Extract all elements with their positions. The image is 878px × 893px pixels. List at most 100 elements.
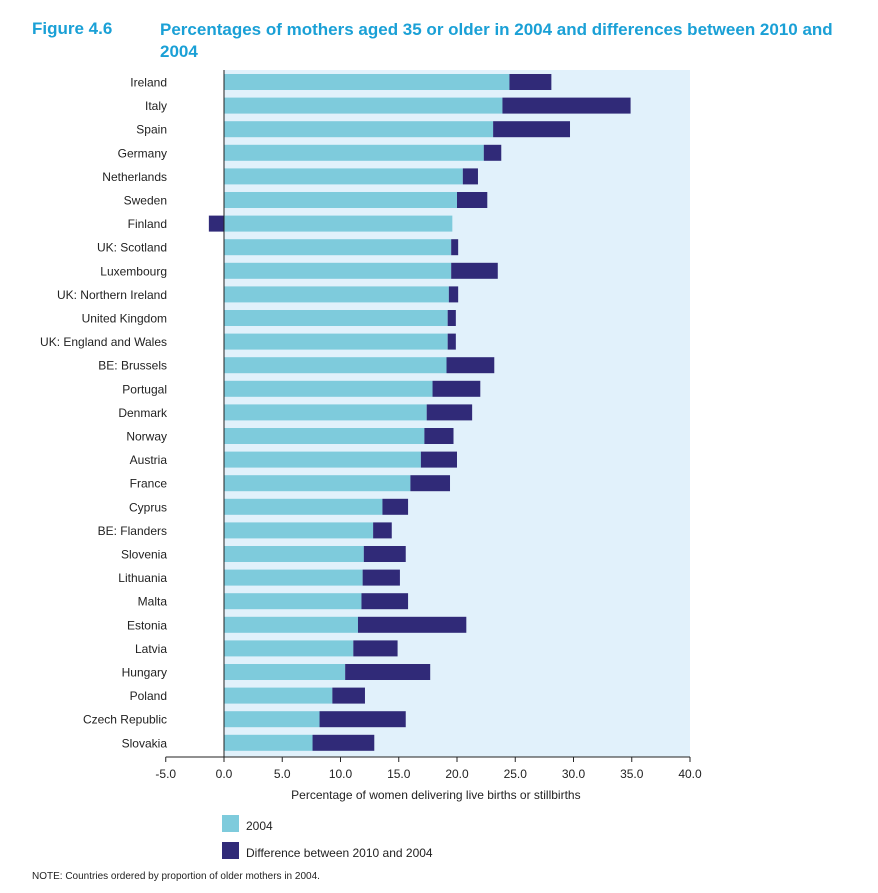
- bar-2004-latvia: [224, 640, 354, 657]
- bar-2004-uk-northern-ireland: [224, 286, 449, 303]
- category-label-estonia: Estonia: [127, 618, 167, 632]
- bar-difference-estonia: [357, 616, 467, 633]
- bar-2004-czech-republic: [224, 711, 320, 728]
- figure-label: Figure 4.6: [32, 19, 113, 38]
- category-label-malta: Malta: [138, 595, 168, 609]
- category-label-uk-northern-ireland: UK: Northern Ireland: [57, 288, 167, 302]
- x-tick-label: 10.0: [329, 767, 353, 781]
- bar-difference-norway: [424, 428, 454, 444]
- bar-difference-sweden: [457, 192, 488, 208]
- x-tick-label: 40.0: [678, 767, 702, 781]
- bar-difference-denmark: [426, 404, 473, 421]
- bar-2004-uk-scotland: [224, 239, 452, 256]
- category-label-lithuania: Lithuania: [118, 571, 167, 585]
- bar-2004-portugal: [224, 380, 433, 397]
- bar-difference-portugal: [432, 380, 481, 397]
- bar-2004-italy: [224, 97, 503, 114]
- category-label-hungary: Hungary: [122, 666, 167, 680]
- bar-difference-czech-republic: [319, 711, 406, 728]
- bar-difference-cyprus: [382, 498, 409, 515]
- bar-2004-norway: [224, 428, 425, 444]
- x-tick-label: 0.0: [216, 767, 233, 781]
- bar-2004-united-kingdom: [224, 310, 448, 326]
- category-label-latvia: Latvia: [135, 642, 167, 656]
- bar-difference-poland: [332, 687, 365, 704]
- category-label-cyprus: Cyprus: [129, 500, 167, 514]
- bar-difference-latvia: [353, 640, 398, 657]
- category-label-uk-england-and-wales: UK: England and Wales: [40, 335, 167, 349]
- category-label-poland: Poland: [130, 689, 167, 703]
- bar-difference-lithuania: [362, 569, 400, 586]
- bar-difference-france: [410, 475, 451, 492]
- bar-2004-germany: [224, 144, 484, 161]
- category-label-czech-republic: Czech Republic: [83, 713, 167, 727]
- bar-difference-slovenia: [363, 546, 406, 562]
- category-label-slovakia: Slovakia: [122, 736, 168, 750]
- bar-difference-luxembourg: [451, 262, 498, 279]
- category-label-netherlands: Netherlands: [102, 170, 167, 184]
- bar-2004-finland: [224, 215, 453, 232]
- bar-difference-uk-scotland: [451, 239, 459, 256]
- category-label-france: France: [130, 477, 168, 491]
- bar-2004-poland: [224, 687, 333, 704]
- bar-difference-finland: [208, 215, 224, 232]
- x-tick-label: 35.0: [620, 767, 644, 781]
- category-label-ireland: Ireland: [130, 76, 167, 90]
- category-label-sweden: Sweden: [124, 194, 167, 208]
- bar-difference-malta: [361, 593, 409, 610]
- bar-2004-malta: [224, 593, 362, 610]
- bar-2004-be-brussels: [224, 357, 447, 374]
- category-label-norway: Norway: [126, 430, 167, 444]
- category-label-portugal: Portugal: [122, 382, 167, 396]
- category-label-finland: Finland: [128, 217, 167, 231]
- bar-difference-uk-northern-ireland: [448, 286, 459, 303]
- category-label-austria: Austria: [130, 453, 168, 467]
- x-axis-title: Percentage of women delivering live birt…: [291, 788, 580, 802]
- category-label-germany: Germany: [118, 146, 167, 160]
- x-tick-label: 25.0: [504, 767, 528, 781]
- bar-2004-denmark: [224, 404, 427, 421]
- category-label-be-brussels: BE: Brussels: [98, 359, 167, 373]
- x-tick-label: 15.0: [387, 767, 411, 781]
- category-label-spain: Spain: [136, 123, 167, 137]
- x-tick-label: 30.0: [562, 767, 586, 781]
- category-label-united-kingdom: United Kingdom: [82, 312, 167, 326]
- bar-2004-ireland: [224, 74, 510, 90]
- legend-label-2004: 2004: [246, 819, 273, 833]
- bar-difference-hungary: [345, 664, 431, 680]
- bar-difference-uk-england-and-wales: [447, 333, 456, 350]
- category-label-denmark: Denmark: [118, 406, 168, 420]
- bar-difference-austria: [420, 451, 457, 468]
- footnote: NOTE: Countries ordered by proportion of…: [32, 871, 320, 882]
- bar-2004-luxembourg: [224, 262, 452, 279]
- bar-2004-hungary: [224, 664, 346, 680]
- x-tick-label: 20.0: [445, 767, 469, 781]
- bar-difference-italy: [502, 97, 631, 114]
- bar-2004-slovenia: [224, 546, 364, 562]
- x-tick-label: -5.0: [155, 767, 176, 781]
- bar-2004-be-flanders: [224, 522, 374, 539]
- bar-2004-lithuania: [224, 569, 363, 586]
- bar-2004-slovakia: [224, 734, 313, 751]
- category-label-be-flanders: BE: Flanders: [98, 524, 167, 538]
- bar-difference-be-flanders: [373, 522, 392, 539]
- bar-2004-estonia: [224, 616, 358, 633]
- bar-difference-spain: [493, 121, 571, 138]
- legend-label-difference: Difference between 2010 and 2004: [246, 846, 433, 860]
- bar-2004-uk-england-and-wales: [224, 333, 448, 350]
- category-label-uk-scotland: UK: Scotland: [97, 241, 167, 255]
- figure-title: Percentages of mothers aged 35 or older …: [160, 20, 833, 61]
- bar-difference-netherlands: [462, 168, 478, 185]
- legend-swatch-2004: [222, 815, 239, 832]
- bar-difference-be-brussels: [446, 357, 495, 374]
- category-label-slovenia: Slovenia: [121, 548, 167, 562]
- category-label-luxembourg: Luxembourg: [100, 264, 167, 278]
- category-label-italy: Italy: [145, 99, 167, 113]
- bar-2004-austria: [224, 451, 421, 468]
- bar-2004-france: [224, 475, 411, 492]
- bar-difference-germany: [483, 144, 502, 161]
- bar-2004-netherlands: [224, 168, 463, 185]
- legend-swatch-difference: [222, 842, 239, 859]
- bar-2004-sweden: [224, 192, 457, 208]
